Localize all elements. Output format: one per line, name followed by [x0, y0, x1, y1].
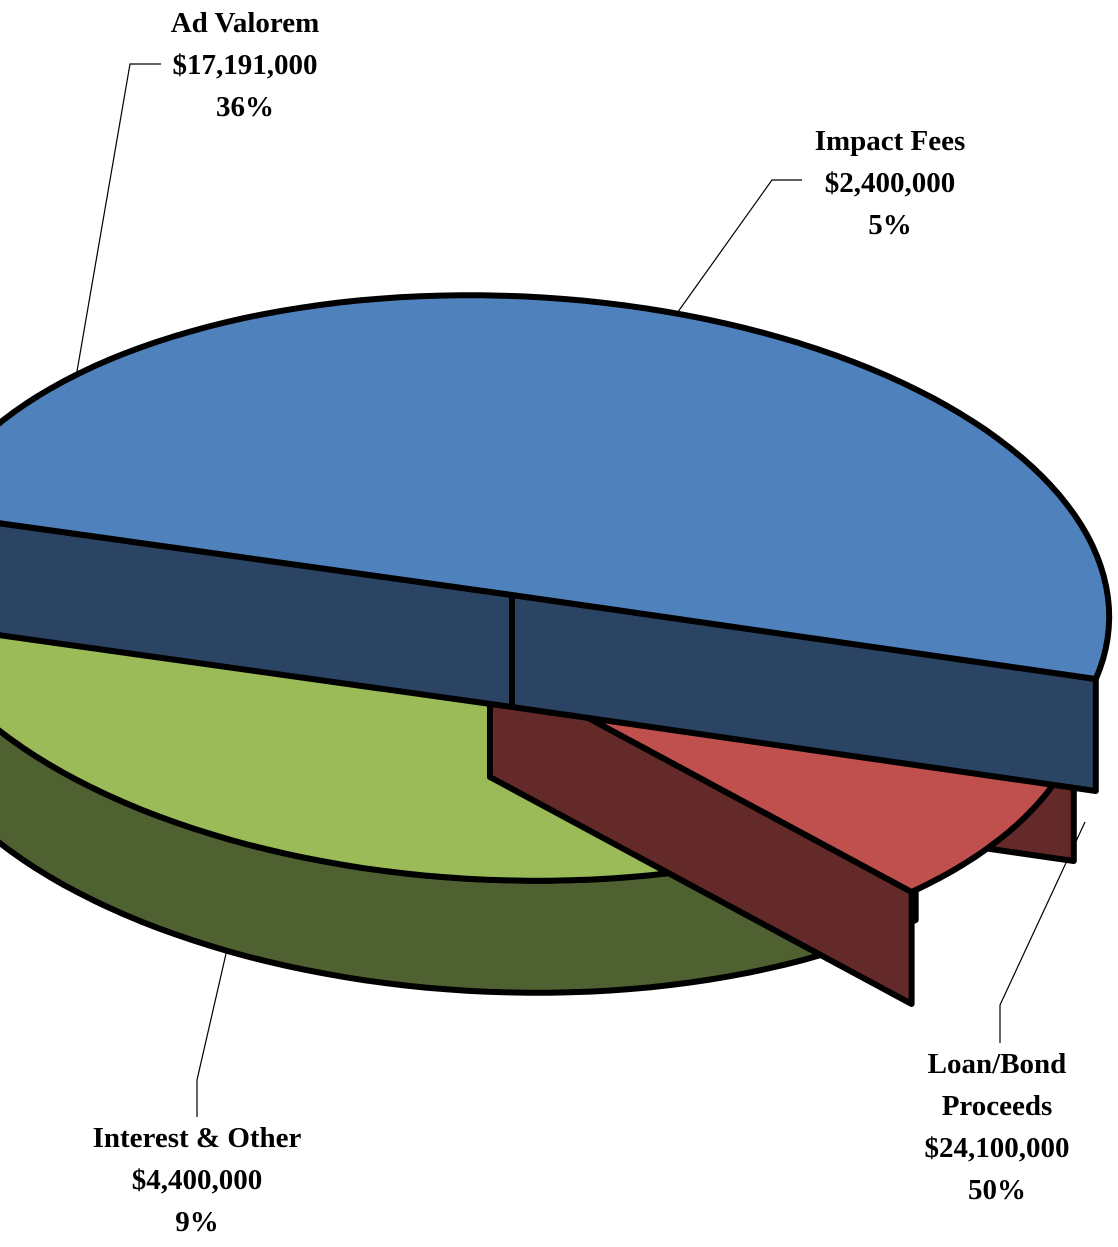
label-loan-bond-name-line2: Proceeds: [941, 1090, 1053, 1122]
label-impact-fees-percent: 5%: [868, 209, 912, 241]
leader-line-impact-fees: [664, 179, 802, 331]
label-loan-bond-value: $24,100,000: [924, 1132, 1070, 1164]
label-impact-fees-name: Impact Fees: [814, 125, 966, 157]
data-label-ad-valorem: Ad Valorem $17,191,000 36%: [125, 2, 365, 128]
label-interest-other-name: Interest & Other: [92, 1122, 302, 1154]
label-loan-bond-name-line1: Loan/Bond: [927, 1048, 1067, 1080]
leader-line-ad-valorem: [59, 63, 161, 471]
slice-top-loan-bond-proceeds: [0, 292, 1113, 682]
leader-line-interest-other: [196, 944, 229, 1117]
data-label-loan-bond: Loan/Bond Proceeds $24,100,000 50%: [877, 1043, 1117, 1211]
label-loan-bond-percent: 50%: [968, 1174, 1026, 1206]
label-ad-valorem-value: $17,191,000: [172, 49, 318, 81]
label-interest-other-value: $4,400,000: [131, 1164, 263, 1196]
data-label-impact-fees: Impact Fees $2,400,000 5%: [770, 120, 1010, 246]
data-label-interest-other: Interest & Other $4,400,000 9%: [52, 1117, 342, 1243]
label-impact-fees-value: $2,400,000: [824, 167, 956, 199]
label-interest-other-percent: 9%: [175, 1206, 219, 1238]
leader-line-loan-bond: [999, 821, 1086, 1043]
label-ad-valorem-name: Ad Valorem: [170, 7, 320, 39]
label-ad-valorem-percent: 36%: [216, 91, 274, 123]
